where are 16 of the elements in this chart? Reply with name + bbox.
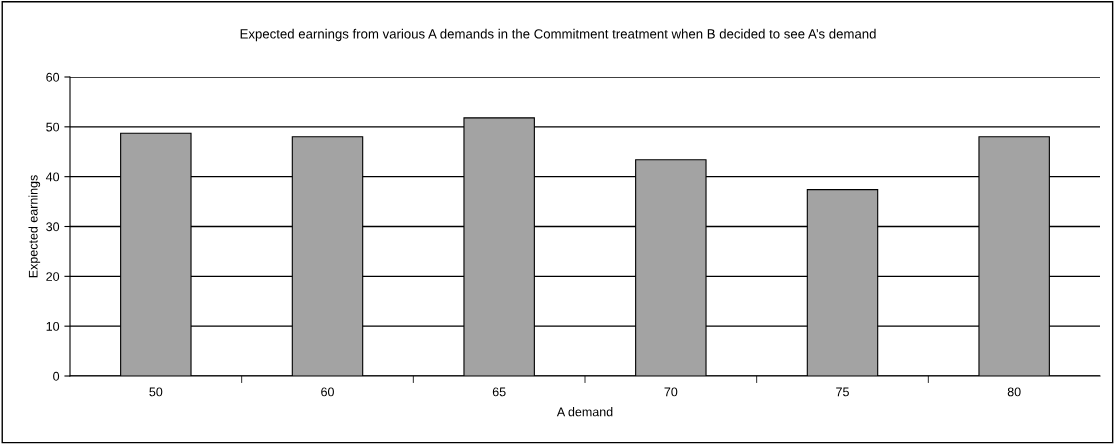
- x-tick-label: 65: [492, 387, 506, 397]
- x-axis-title: A demand: [556, 407, 613, 417]
- chart-title: Expected earnings from various A demands in the Commitment treatment when B decided to see A’s demand: [240, 28, 876, 42]
- x-tick-label: 60: [321, 387, 334, 397]
- x-tick-label: 75: [836, 387, 849, 397]
- y-tick-label: 10: [46, 321, 60, 331]
- y-tick-label: 40: [45, 172, 60, 182]
- y-tick-label: 0: [53, 371, 60, 381]
- x-tick-label: 50: [149, 387, 163, 397]
- x-tick-label: 70: [664, 387, 678, 397]
- y-tick-label: 50: [46, 122, 60, 132]
- y-tick-label: 20: [46, 272, 60, 281]
- y-axis-title: Expected earnings: [28, 175, 41, 278]
- y-tick-label: 60: [46, 72, 60, 82]
- x-tick-label: 80: [1007, 387, 1021, 397]
- y-tick-label: 30: [46, 222, 60, 232]
